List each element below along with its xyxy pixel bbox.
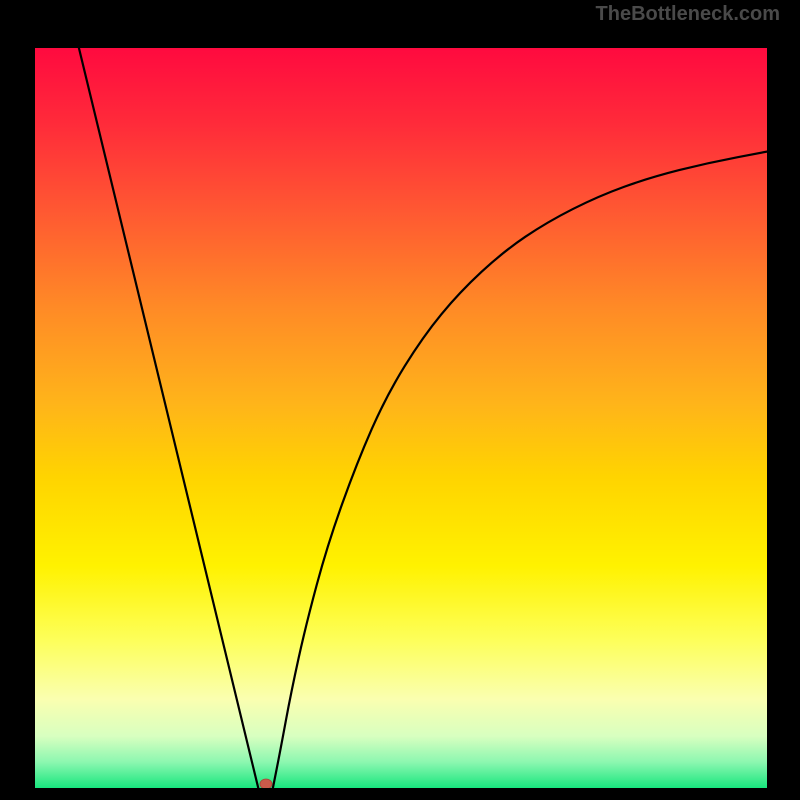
chart-container: TheBottleneck.com	[0, 0, 800, 800]
plot-outer-frame	[0, 20, 800, 800]
plot-area	[35, 48, 767, 788]
optimal-point-marker	[259, 778, 273, 788]
bottleneck-curve	[35, 48, 767, 788]
